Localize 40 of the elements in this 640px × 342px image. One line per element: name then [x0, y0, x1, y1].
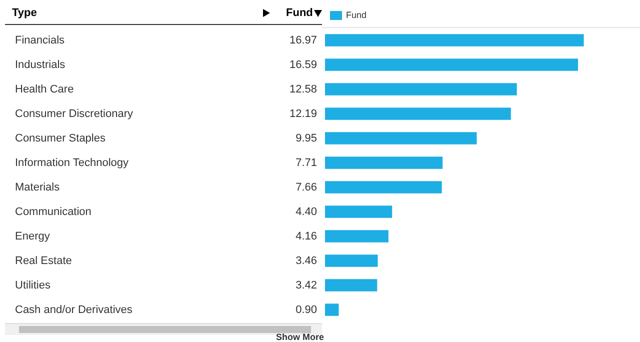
bar	[325, 279, 378, 292]
y-tick-label: Materials	[15, 181, 60, 194]
bar	[325, 304, 339, 316]
data-label: 12.58	[289, 83, 317, 96]
bar	[325, 254, 378, 267]
bar	[325, 181, 442, 194]
data-label: 7.66	[296, 181, 317, 194]
bar	[325, 132, 477, 144]
bar	[325, 58, 578, 71]
y-axis-title: Type	[12, 7, 37, 19]
data-label: 12.19	[289, 108, 317, 120]
y-tick-label: Information Technology	[15, 156, 130, 169]
text: Show More	[276, 332, 324, 342]
bar	[325, 230, 388, 242]
data-label: 3.42	[296, 279, 317, 292]
bar	[325, 156, 443, 169]
data-label: 9.95	[296, 132, 317, 144]
y-tick-label: Cash and/or Derivatives	[15, 304, 133, 316]
bar	[325, 34, 584, 46]
bar	[325, 206, 392, 218]
y-tick-label: Consumer Discretionary	[15, 108, 134, 120]
data-label: 0.90	[296, 304, 317, 316]
y-tick-label: Communication	[15, 206, 92, 218]
y-tick-label: Energy	[15, 230, 50, 242]
bar	[325, 83, 517, 96]
x-axis-title: Fund	[286, 7, 313, 19]
y-tick-label: Industrials	[15, 58, 66, 71]
y-tick-label: Utilities	[15, 279, 51, 292]
y-tick-label: Consumer Staples	[15, 132, 106, 144]
y-tick-label: Real Estate	[15, 254, 72, 267]
data-label: 4.40	[296, 206, 317, 218]
y-tick-label: Health Care	[15, 83, 74, 96]
legend-label: Fund	[346, 10, 367, 20]
bar	[325, 108, 511, 120]
data-label: 7.71	[296, 156, 317, 169]
data-label: 16.97	[289, 34, 317, 46]
data-label: 16.59	[289, 58, 317, 71]
data-label: 4.16	[296, 230, 317, 242]
data-label: 3.46	[296, 254, 317, 267]
y-tick-label: Financials	[15, 34, 66, 46]
